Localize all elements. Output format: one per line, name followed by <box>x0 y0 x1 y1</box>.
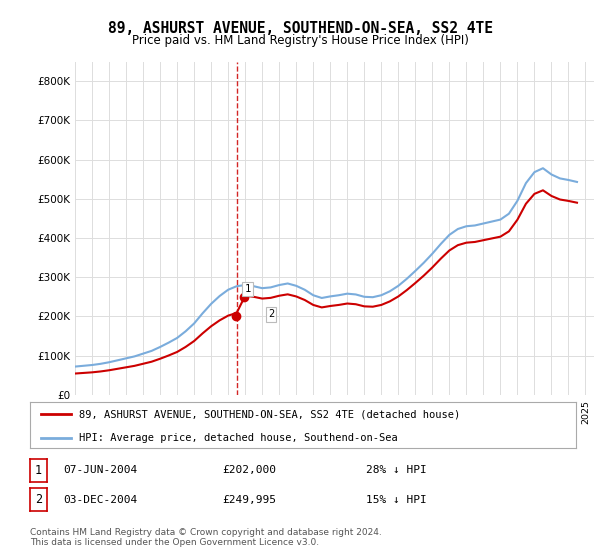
Text: 2: 2 <box>35 493 42 506</box>
Text: 15% ↓ HPI: 15% ↓ HPI <box>366 494 427 505</box>
Text: £202,000: £202,000 <box>222 465 276 475</box>
Text: Contains HM Land Registry data © Crown copyright and database right 2024.
This d: Contains HM Land Registry data © Crown c… <box>30 528 382 547</box>
Text: 07-JUN-2004: 07-JUN-2004 <box>63 465 137 475</box>
Text: 1: 1 <box>35 464 42 477</box>
Text: 89, ASHURST AVENUE, SOUTHEND-ON-SEA, SS2 4TE: 89, ASHURST AVENUE, SOUTHEND-ON-SEA, SS2… <box>107 21 493 36</box>
Text: 03-DEC-2004: 03-DEC-2004 <box>63 494 137 505</box>
Text: £249,995: £249,995 <box>222 494 276 505</box>
Text: 89, ASHURST AVENUE, SOUTHEND-ON-SEA, SS2 4TE (detached house): 89, ASHURST AVENUE, SOUTHEND-ON-SEA, SS2… <box>79 409 460 419</box>
Text: Price paid vs. HM Land Registry's House Price Index (HPI): Price paid vs. HM Land Registry's House … <box>131 34 469 46</box>
Text: 28% ↓ HPI: 28% ↓ HPI <box>366 465 427 475</box>
Text: 2: 2 <box>268 310 274 319</box>
Text: HPI: Average price, detached house, Southend-on-Sea: HPI: Average price, detached house, Sout… <box>79 433 398 443</box>
Text: 1: 1 <box>244 284 251 294</box>
